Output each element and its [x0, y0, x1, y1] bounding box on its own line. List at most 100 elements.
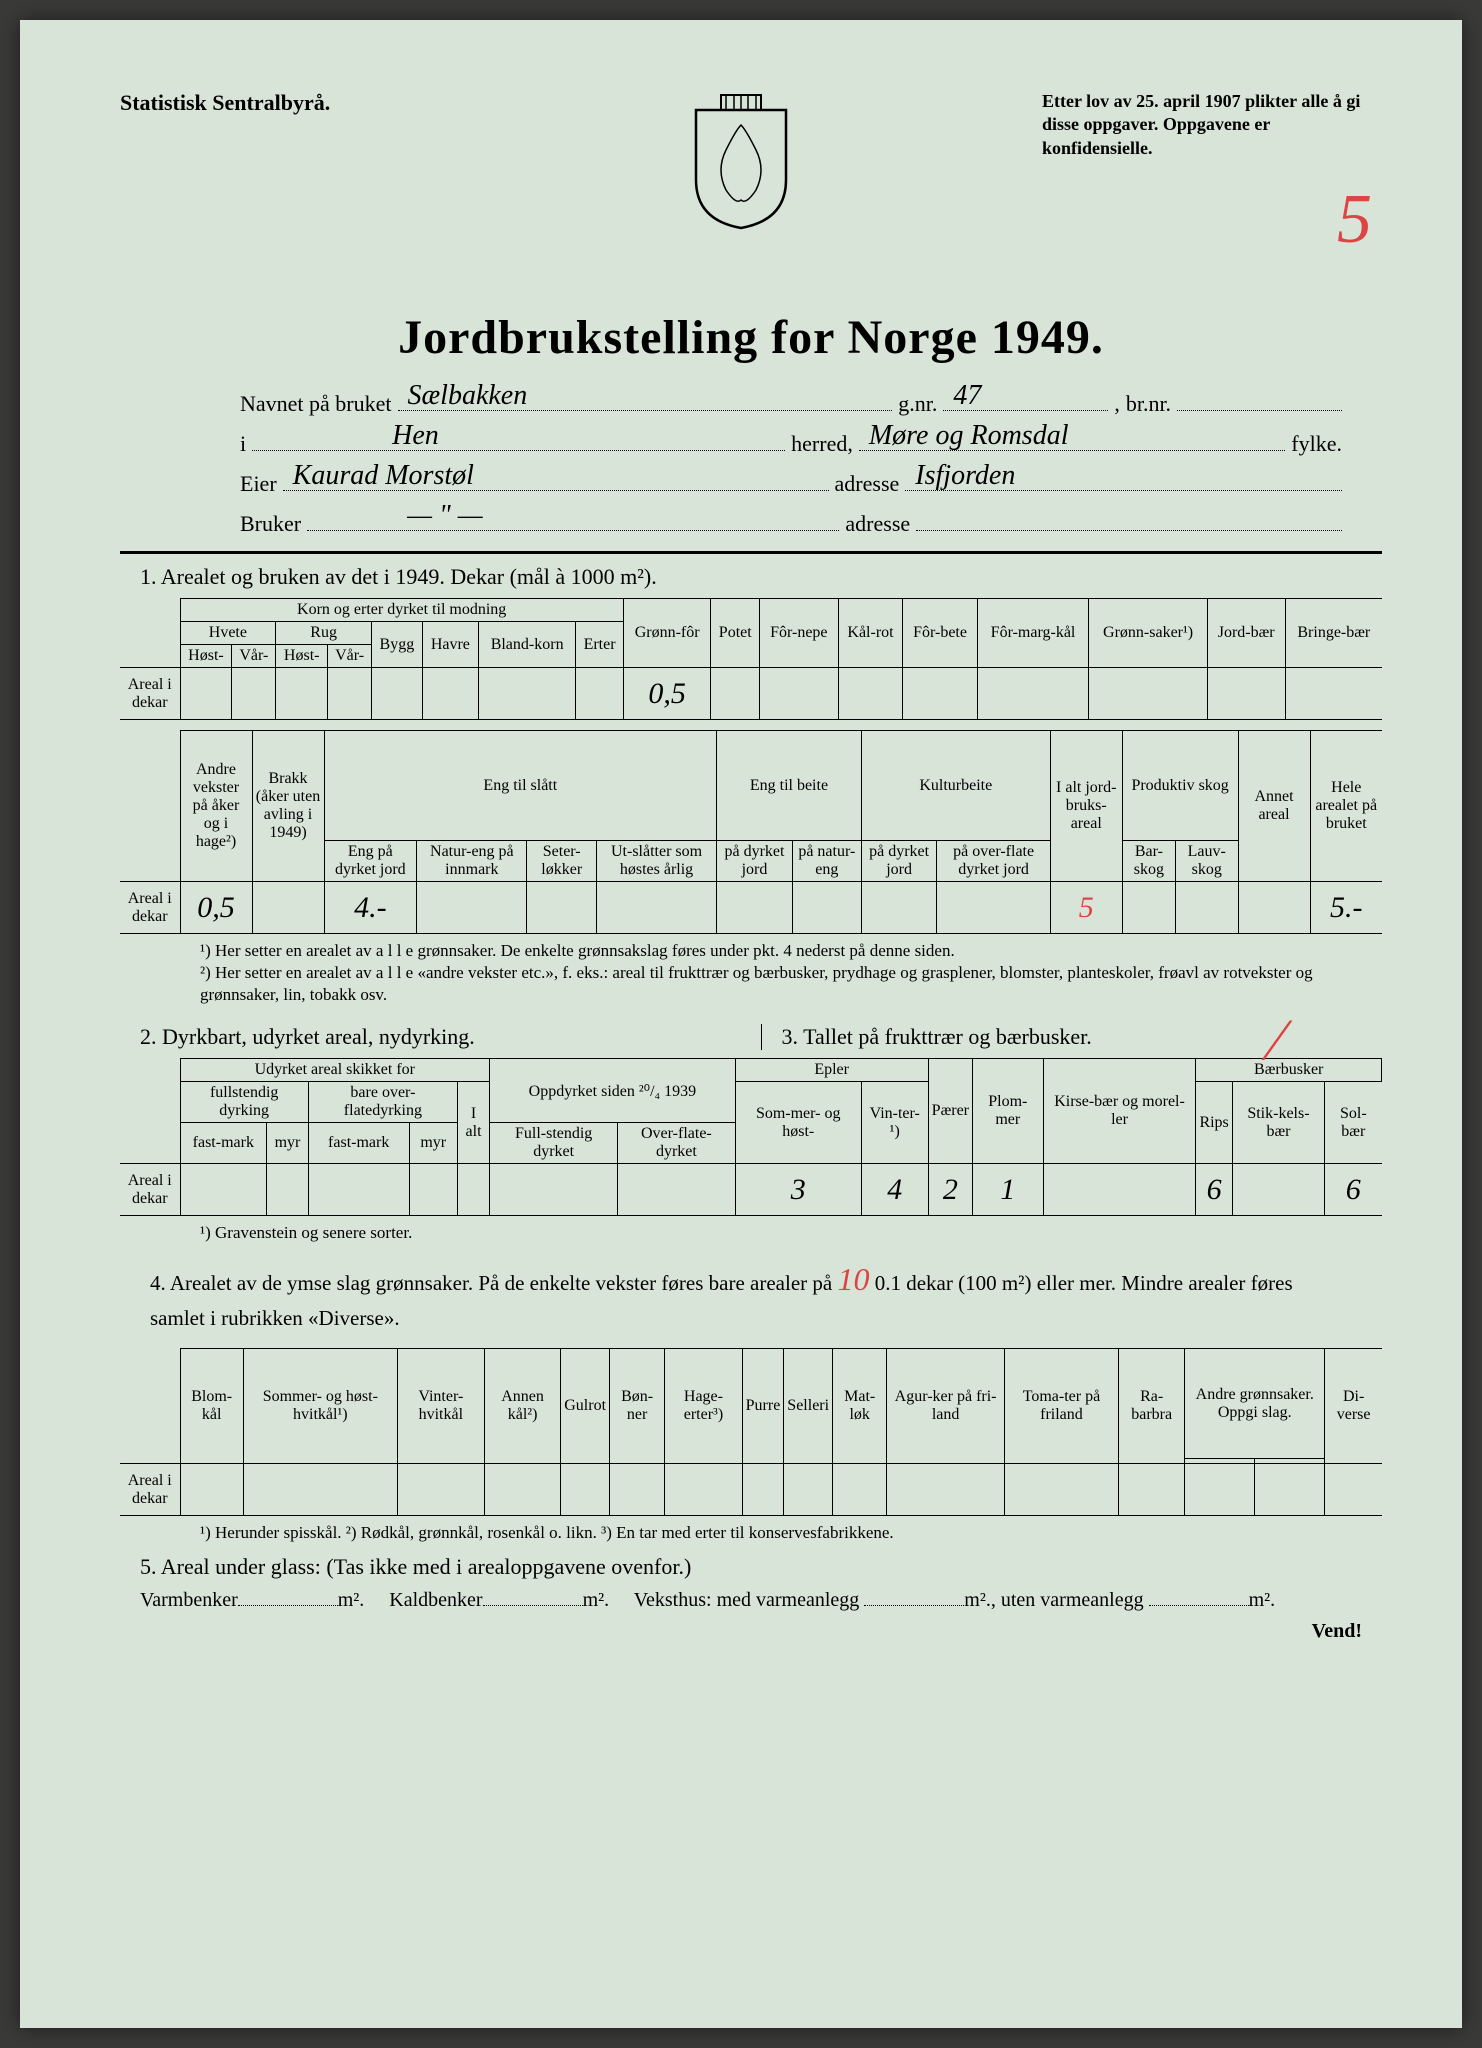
- v-solbaer: 6: [1325, 1164, 1382, 1216]
- fn1: ¹) Her setter en arealet av a l l e grøn…: [200, 940, 1362, 962]
- bonner-hdr: Bøn-ner: [610, 1349, 665, 1464]
- purre-hdr: Purre: [742, 1349, 784, 1464]
- vend-label: Vend!: [120, 1620, 1362, 1643]
- hageerter-hdr: Hage-erter³): [665, 1349, 742, 1464]
- ialt-hdr: I alt jord-bruks-areal: [1050, 731, 1122, 882]
- v-rips: 6: [1196, 1164, 1232, 1216]
- havre-hdr: Havre: [422, 622, 478, 668]
- korn-hdr: Korn og erter dyrket til modning: [180, 599, 623, 622]
- natureng-hdr: Natur-eng på innmark: [417, 841, 527, 882]
- hvete-hdr: Hvete: [180, 622, 276, 645]
- sec1-title: 1. Arealet og bruken av det i 1949. Deka…: [140, 564, 1382, 590]
- table-1b: Andre vekster på åker og i hage²) Brakk …: [120, 730, 1382, 934]
- blandkorn-hdr: Bland-korn: [478, 622, 575, 668]
- sec1-footnotes: ¹) Her setter en arealet av a l l e grøn…: [200, 940, 1362, 1006]
- table-2-3: Udyrket areal skikket for Oppdyrket side…: [120, 1058, 1382, 1216]
- andre4-hdr: Andre grønnsaker. Oppgi slag.: [1185, 1349, 1325, 1459]
- fullstendig-hdr: fullstendig dyrking: [180, 1082, 308, 1123]
- stikkels-hdr: Stik-kels-bær: [1232, 1082, 1324, 1164]
- kalrot-hdr: Kål-rot: [838, 599, 903, 668]
- coat-of-arms: [686, 90, 796, 230]
- row-label: Areal i dekar: [120, 1464, 180, 1516]
- i-value: Hen: [392, 420, 439, 452]
- main-title: Jordbrukstelling for Norge 1949.: [120, 310, 1382, 365]
- engbeite-hdr: Eng til beite: [717, 731, 862, 841]
- navnet-label: Navnet på bruket: [240, 391, 392, 417]
- matlok-hdr: Mat-løk: [833, 1349, 887, 1464]
- potet-hdr: Potet: [711, 599, 760, 668]
- sommerhvit-hdr: Sommer- og høst-hvitkål¹): [243, 1349, 397, 1464]
- selleri-hdr: Selleri: [784, 1349, 833, 1464]
- herred-label: herred,: [791, 431, 853, 457]
- bruker-label: Bruker: [240, 511, 301, 537]
- sec2-title: 2. Dyrkbart, udyrket areal, nydyrking.: [140, 1024, 741, 1050]
- brnr-label: br.nr.: [1126, 391, 1171, 417]
- blomkal-hdr: Blom-kål: [180, 1349, 243, 1464]
- vinter-hdr: Vin-ter-¹): [861, 1082, 928, 1164]
- hvete-var: Vår-: [232, 645, 276, 668]
- hw-10: 10: [837, 1261, 869, 1297]
- v-vinter: 4: [861, 1164, 928, 1216]
- sec5-line: Varmbenkerm². Kaldbenkerm². Veksthus: me…: [140, 1588, 1362, 1612]
- fylke-label: fylke.: [1291, 431, 1342, 457]
- hvete-host: Høst-: [180, 645, 232, 668]
- fn2: ²) Her setter en arealet av a l l e «and…: [200, 962, 1362, 1006]
- rips-hdr: Rips: [1196, 1082, 1232, 1164]
- red-page-mark: 5: [1337, 180, 1372, 260]
- tomater-hdr: Toma-ter på friland: [1004, 1349, 1118, 1464]
- engdyrket-hdr: Eng på dyrket jord: [324, 841, 417, 882]
- val-andre: 0,5: [180, 882, 252, 934]
- v-paerer: 2: [928, 1164, 972, 1216]
- m2-2: m².: [583, 1589, 610, 1611]
- myr2: myr: [409, 1123, 457, 1164]
- agurker-hdr: Agur-ker på fri-land: [887, 1349, 1004, 1464]
- veksthus-label: Veksthus: med varmeanlegg: [634, 1589, 860, 1611]
- eier-value: Kaurad Morstøl: [293, 460, 474, 492]
- red-slash: ⁄: [1272, 1006, 1282, 1075]
- annet-hdr: Annet areal: [1238, 731, 1310, 882]
- row-label: Areal i dekar: [120, 1164, 180, 1216]
- rug-var: Vår-: [328, 645, 372, 668]
- hele-hdr: Hele arealet på bruket: [1310, 731, 1382, 882]
- andre-hdr: Andre vekster på åker og i hage²): [180, 731, 252, 882]
- forbete-hdr: Fôr-bete: [903, 599, 977, 668]
- sec3-title: 3. Tallet på frukttrær og bærbusker.: [761, 1024, 1383, 1050]
- m2-3: m².: [964, 1589, 991, 1611]
- i-label: i: [240, 431, 246, 457]
- uten-label: uten varmeanlegg: [1001, 1589, 1144, 1611]
- navnet-value: Sælbakken: [408, 380, 528, 412]
- val-gronnfor: 0,5: [623, 668, 711, 720]
- jordbaer-hdr: Jord-bær: [1207, 599, 1285, 668]
- seter-hdr: Seter-løkker: [527, 841, 596, 882]
- sec3-fn: ¹) Gravenstein og senere sorter.: [200, 1222, 1362, 1244]
- solbaer-hdr: Sol-bær: [1325, 1082, 1382, 1164]
- gulrot-hdr: Gulrot: [561, 1349, 610, 1464]
- rabarbra-hdr: Ra-barbra: [1119, 1349, 1185, 1464]
- sec4-text-a: 4. Arealet av de ymse slag grønnsaker. P…: [150, 1271, 837, 1295]
- paerer-hdr: Pærer: [928, 1059, 972, 1164]
- rug-hdr: Rug: [276, 622, 372, 645]
- sec4-text: 4. Arealet av de ymse slag grønnsaker. P…: [150, 1255, 1352, 1335]
- plommer-hdr: Plom-mer: [973, 1059, 1044, 1164]
- herred-value: Møre og Romsdal: [869, 420, 1069, 452]
- document-page: Statistisk Sentralbyrå. Etter lov av 25.…: [20, 20, 1462, 2028]
- bare-hdr: bare over-flatedyrking: [308, 1082, 457, 1123]
- gronnfor-hdr: Grønn-fôr: [623, 599, 711, 668]
- bringebaer-hdr: Bringe-bær: [1285, 599, 1382, 668]
- brakk-hdr: Brakk (åker uten avling i 1949): [252, 731, 324, 882]
- kulturbeite-hdr: Kulturbeite: [861, 731, 1050, 841]
- bruker-adresse-label: adresse: [845, 511, 910, 537]
- barskog-hdr: Bar-skog: [1122, 841, 1175, 882]
- val-hele: 5.-: [1310, 882, 1382, 934]
- padyrket-hdr: på dyrket jord: [717, 841, 793, 882]
- gronnsaker-hdr: Grønn-saker¹): [1089, 599, 1207, 668]
- annenkal-hdr: Annen kål²): [484, 1349, 560, 1464]
- panatureng-hdr: på natur-eng: [792, 841, 861, 882]
- gnr-value: 47: [953, 380, 981, 412]
- vinterhvit-hdr: Vinter-hvitkål: [397, 1349, 484, 1464]
- bruker-value: — " —: [407, 500, 483, 532]
- prodskog-hdr: Produktiv skog: [1122, 731, 1238, 841]
- m2-4: m².: [1249, 1589, 1276, 1611]
- erter-hdr: Erter: [576, 622, 624, 668]
- sec4-fn: ¹) Herunder spisskål. ²) Rødkål, grønnkå…: [200, 1522, 1362, 1544]
